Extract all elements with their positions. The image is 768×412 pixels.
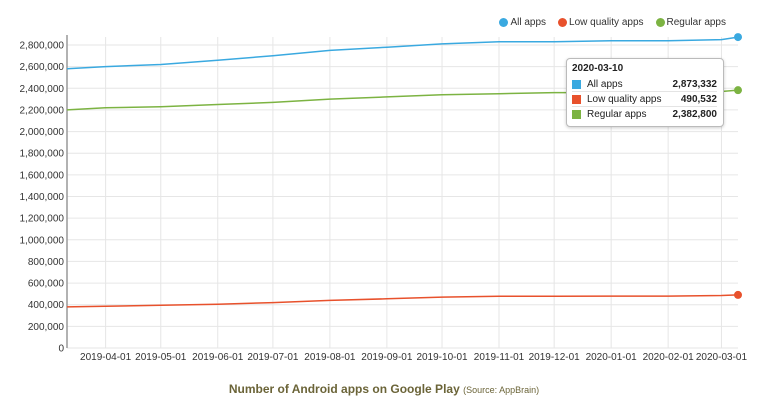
y-tick-label: 800,000 xyxy=(28,257,65,268)
y-tick-label: 1,600,000 xyxy=(20,170,65,181)
y-tick-label: 2,400,000 xyxy=(20,84,65,95)
x-tick-label: 2019-06-01 xyxy=(192,352,244,363)
all-apps-dot-icon xyxy=(499,18,509,27)
line-chart: 0 200,000 400,000 600,000 800,000 1,000,000 1,… xyxy=(20,33,747,363)
x-tick-label: 2019-09-01 xyxy=(361,352,413,363)
regular-apps-square-icon xyxy=(572,109,581,119)
series-line-low-quality-apps xyxy=(66,294,739,308)
x-tick-label: 2019-11-01 xyxy=(474,352,525,363)
y-tick-label: 2,800,000 xyxy=(20,41,65,52)
x-tick-label: 2020-01-01 xyxy=(586,352,638,363)
y-tick-label: 1,800,000 xyxy=(20,149,65,160)
hover-point[interactable] xyxy=(734,33,742,42)
x-tick-label: 2020-02-01 xyxy=(643,352,695,363)
legend-item-regular-apps[interactable]: Regular apps xyxy=(655,17,726,28)
legend-label: Regular apps xyxy=(666,17,726,28)
y-tick-label: 1,400,000 xyxy=(20,192,65,203)
series-line-all-apps xyxy=(66,36,739,70)
tooltip: 2020-03-10 All apps 2,873,332 Low quality… xyxy=(566,58,724,127)
tooltip-value: 2,873,332 xyxy=(672,78,718,90)
y-tick-label: 600,000 xyxy=(28,279,65,290)
regular-apps-dot-icon xyxy=(655,18,665,27)
tooltip-row-regular-apps: Regular apps 2,382,800 xyxy=(572,106,717,121)
tooltip-value: 490,532 xyxy=(680,93,717,105)
tooltip-label: Low quality apps xyxy=(587,93,662,105)
y-tick-label: 0 xyxy=(58,344,64,355)
x-tick-label: 2019-05-01 xyxy=(135,352,187,363)
x-axis-ticks: 2019-04-01 2019-05-01 2019-06-01 2019-07-01… xyxy=(80,352,747,363)
x-tick-label: 2019-04-01 xyxy=(80,352,132,363)
x-tick-label: 2019-10-01 xyxy=(416,352,468,363)
tooltip-row-low-quality-apps: Low quality apps 490,532 xyxy=(572,91,717,106)
tooltip-row-all-apps: All apps 2,873,332 xyxy=(572,77,717,91)
legend-item-low-quality-apps[interactable]: Low quality apps xyxy=(558,17,644,28)
x-tick-label: 2019-07-01 xyxy=(247,352,299,363)
x-tick-label: 2020-03-01 xyxy=(696,352,748,363)
chart-subtitle: (Source: AppBrain) xyxy=(463,385,540,395)
tooltip-date: 2020-03-10 xyxy=(572,63,624,74)
hover-point[interactable] xyxy=(734,86,742,95)
hover-point[interactable] xyxy=(734,290,742,299)
y-tick-label: 2,600,000 xyxy=(20,62,65,73)
y-tick-label: 1,000,000 xyxy=(20,235,65,246)
legend-item-all-apps[interactable]: All apps xyxy=(499,17,546,28)
low-quality-apps-square-icon xyxy=(572,94,581,104)
y-tick-label: 2,000,000 xyxy=(20,127,65,138)
all-apps-square-icon xyxy=(572,79,581,89)
legend-label: Low quality apps xyxy=(569,17,644,28)
chart-title: Number of Android apps on Google Play xyxy=(228,382,460,396)
legend-label: All apps xyxy=(510,17,547,28)
x-tick-label: 2019-08-01 xyxy=(304,352,356,363)
y-tick-label: 2,200,000 xyxy=(20,105,65,116)
y-axis-ticks: 0 200,000 400,000 600,000 800,000 1,000,000 1,… xyxy=(20,41,65,355)
chart-caption: Number of Android apps on Google Play (S… xyxy=(0,382,768,396)
y-tick-label: 200,000 xyxy=(28,322,65,333)
tooltip-label: All apps xyxy=(587,78,623,90)
legend: All apps Low quality apps Regular apps xyxy=(499,17,726,28)
tooltip-label: Regular apps xyxy=(587,108,647,120)
y-tick-label: 1,200,000 xyxy=(20,214,65,225)
series-lines xyxy=(66,33,742,308)
tooltip-value: 2,382,800 xyxy=(672,108,718,120)
low-quality-apps-dot-icon xyxy=(558,18,568,27)
x-tick-label: 2019-12-01 xyxy=(529,352,581,363)
y-tick-label: 400,000 xyxy=(28,300,65,311)
